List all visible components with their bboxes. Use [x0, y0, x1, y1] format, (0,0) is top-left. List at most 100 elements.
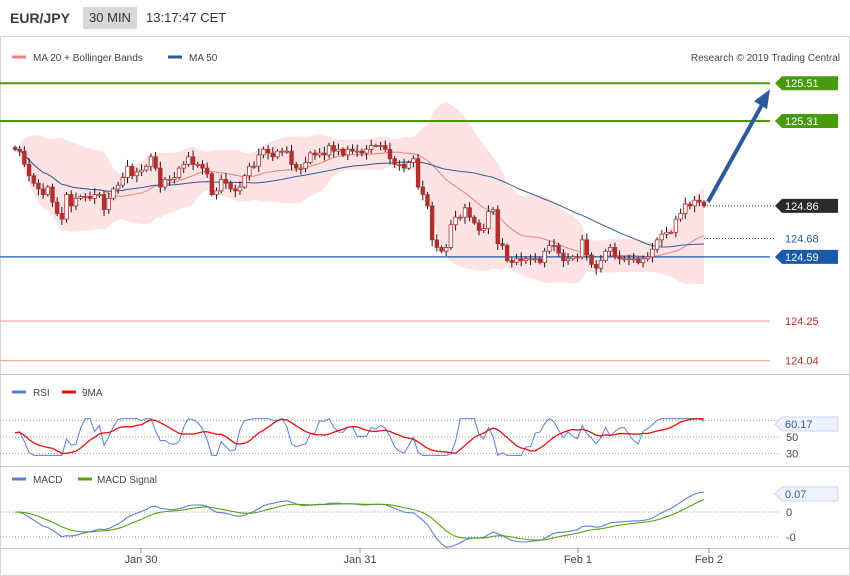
candle-body: [111, 188, 116, 199]
candle-body: [59, 213, 65, 220]
candle-body: [284, 150, 290, 153]
ma20-line: [14, 148, 705, 258]
forecast-arrow-shaft: [706, 100, 766, 203]
candle-body: [312, 152, 318, 156]
macd-tick-label: 0: [786, 507, 792, 519]
legend-label: MA 20 + Bollinger Bands: [33, 53, 143, 64]
candle-body: [490, 209, 496, 212]
candle-body: [139, 169, 144, 173]
candle-body: [200, 163, 205, 169]
candle-body: [392, 158, 397, 165]
level-label: 125.31: [785, 116, 819, 128]
candle-body: [162, 179, 168, 188]
candle-body: [54, 201, 60, 214]
candle-body: [561, 252, 566, 262]
candle-body: [631, 258, 636, 261]
macd-line: [14, 491, 705, 548]
candle-body: [69, 194, 74, 207]
candle-body: [219, 179, 224, 192]
candle-body: [589, 254, 594, 265]
candle-body: [153, 156, 158, 169]
candle-body: [195, 163, 200, 166]
candle-body: [261, 148, 266, 156]
candle-body: [172, 177, 177, 180]
candle-body: [650, 248, 655, 258]
candle-body: [256, 154, 261, 167]
candle-body: [701, 201, 707, 207]
candle-body: [289, 150, 294, 165]
candle-body: [495, 209, 500, 245]
macd-current-label: 0.07: [785, 489, 806, 501]
candle-body: [401, 163, 407, 169]
timeframe-badge[interactable]: 30 MIN: [83, 7, 137, 29]
current-price-tag: [775, 198, 838, 213]
candle-body: [78, 196, 83, 199]
candle-body: [134, 171, 140, 177]
candle-body: [528, 258, 533, 261]
credit-text: Research © 2019 Trading Central: [691, 53, 840, 64]
candle-body: [209, 173, 215, 195]
macd-signal-legend-label: MACD Signal: [97, 475, 157, 486]
candle-body: [50, 186, 55, 203]
candle-body: [336, 148, 341, 152]
candle-body: [645, 256, 650, 260]
legend-label: MA 50: [189, 53, 218, 64]
candle-body: [697, 199, 702, 203]
candle-body: [598, 260, 604, 269]
candle-body: [331, 145, 336, 152]
candle-body: [101, 194, 107, 211]
candle-body: [158, 167, 163, 188]
candle-body: [148, 156, 154, 167]
candle-body: [115, 184, 121, 190]
candle-body: [64, 194, 69, 220]
candle-body: [668, 231, 674, 234]
ma50-line: [14, 148, 705, 248]
level-label: 125.51: [785, 78, 819, 90]
candle-body: [36, 182, 41, 190]
candle-body: [397, 163, 402, 166]
candle-body: [97, 194, 102, 196]
candle-body: [692, 199, 697, 207]
rsi-tick-label: 30: [786, 449, 798, 461]
candle-body: [467, 207, 472, 218]
candle-body: [378, 145, 383, 147]
candle-body: [223, 179, 229, 184]
candle-body: [359, 150, 365, 154]
current-price-label: 124.86: [785, 201, 819, 213]
candle-body: [514, 258, 519, 263]
candle-body: [439, 247, 444, 252]
candle-body: [275, 150, 280, 158]
candle-body: [603, 250, 608, 262]
candle-body: [317, 152, 322, 156]
candle-body: [129, 165, 135, 177]
x-tick-label: Jan 30: [124, 554, 157, 566]
candle-body: [411, 158, 416, 163]
chart-header: EUR/JPY 30 MIN 13:17:47 CET: [0, 0, 850, 36]
candle-body: [462, 207, 468, 218]
candle-body: [303, 162, 308, 169]
candle-body: [626, 258, 632, 261]
candle-body: [40, 188, 46, 195]
candle-body: [190, 156, 196, 165]
ma20-value-label: 124.68: [785, 233, 819, 245]
candle-body: [570, 256, 575, 260]
candle-body: [612, 247, 618, 258]
rsi-legend-label: RSI: [33, 388, 50, 399]
x-tick-label: Feb 1: [564, 554, 592, 566]
bollinger-band: [15, 102, 704, 285]
candle-body: [270, 152, 275, 158]
candle-body: [87, 196, 93, 199]
candle-body: [673, 218, 679, 233]
candle-body: [579, 239, 585, 258]
level-label: 124.59: [785, 252, 819, 264]
rsi-tick-label: 50: [786, 432, 798, 444]
candle-body: [584, 239, 590, 256]
level-label: 124.04: [785, 356, 819, 368]
candle-body: [664, 231, 669, 235]
rsi-ma-legend-label: 9MA: [82, 388, 103, 399]
candle-body: [448, 224, 454, 248]
candle-body: [279, 150, 285, 153]
candle-body: [593, 264, 599, 269]
